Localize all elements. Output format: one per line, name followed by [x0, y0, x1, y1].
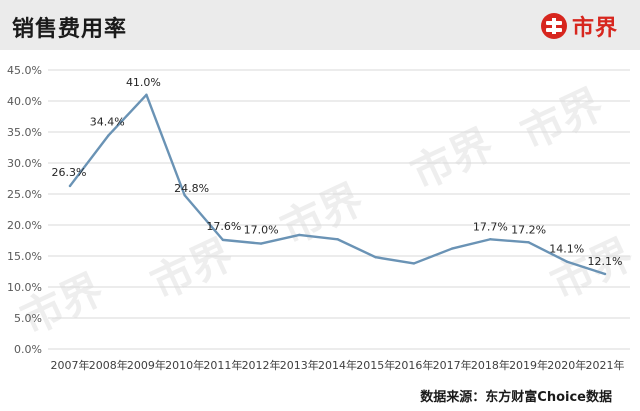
data-label: 17.2% [511, 223, 546, 236]
data-point [107, 134, 110, 137]
data-label: 14.1% [549, 243, 584, 256]
y-tick-label: 35.0% [7, 126, 42, 139]
data-point [259, 242, 263, 245]
source-note: 数据来源：东方财富Choice数据 [420, 390, 612, 405]
watermark-mark: 市界 [14, 264, 111, 344]
y-tick-label: 40.0% [7, 95, 42, 108]
x-tick-label: 2007年 [51, 358, 90, 372]
data-label: 24.8% [174, 182, 209, 195]
x-tick-label: 2020年 [547, 358, 586, 372]
brand-logo: 市界 [540, 11, 618, 41]
x-tick-label: 2013年 [280, 358, 319, 372]
watermark-mark: 市界 [514, 79, 611, 159]
x-tick-label: 2012年 [242, 358, 281, 372]
data-label: 26.3% [52, 166, 87, 179]
y-tick-label: 0.0% [14, 343, 42, 356]
y-tick-label: 20.0% [7, 219, 42, 232]
x-tick-label: 2011年 [203, 358, 242, 372]
data-label: 17.0% [244, 224, 279, 237]
data-point [565, 260, 568, 263]
data-point [336, 238, 339, 241]
data-point [527, 241, 530, 244]
x-tick-label: 2010年 [165, 358, 204, 372]
y-tick-label: 10.0% [7, 281, 42, 294]
data-point [374, 256, 377, 259]
watermark-mark: 市界 [274, 174, 371, 254]
brand-icon [540, 13, 567, 39]
y-tick-label: 30.0% [7, 157, 42, 170]
data-point [412, 262, 416, 265]
y-tick-label: 5.0% [14, 312, 42, 325]
x-tick-label: 2017年 [433, 358, 472, 372]
x-tick-label: 2009年 [127, 358, 166, 372]
data-point [450, 247, 454, 250]
x-tick-label: 2016年 [394, 358, 433, 372]
y-tick-label: 15.0% [7, 250, 42, 263]
data-label: 34.4% [90, 116, 125, 129]
data-point [603, 272, 607, 276]
data-point [145, 93, 148, 97]
brand-name: 市界 [571, 16, 618, 41]
watermark-mark: 市界 [404, 119, 501, 199]
data-point [489, 238, 492, 241]
data-point [183, 194, 186, 197]
x-tick-label: 2018年 [471, 358, 510, 372]
x-tick-label: 2008年 [89, 358, 128, 372]
data-point [221, 238, 225, 242]
data-label: 17.6% [206, 220, 241, 233]
y-tick-label: 25.0% [7, 188, 42, 201]
chart-header: 销售费用率 市界 [0, 0, 640, 50]
data-label: 41.0% [126, 76, 161, 89]
x-tick-label: 2019年 [509, 358, 548, 372]
line-chart: 市界 市界市界市界市界市界0.0%5.0%10.0%15.0%20.0%25.0%… [7, 64, 640, 372]
x-tick-label: 2021年 [586, 358, 625, 372]
data-label: 17.7% [473, 220, 508, 233]
x-tick-label: 2015年 [356, 358, 395, 372]
chart-title: 销售费用率 [12, 17, 128, 42]
data-label: 12.1% [588, 255, 623, 268]
data-point [298, 233, 301, 237]
y-tick-label: 45.0% [7, 64, 42, 77]
x-tick-label: 2014年 [318, 358, 357, 372]
data-point [68, 184, 72, 188]
